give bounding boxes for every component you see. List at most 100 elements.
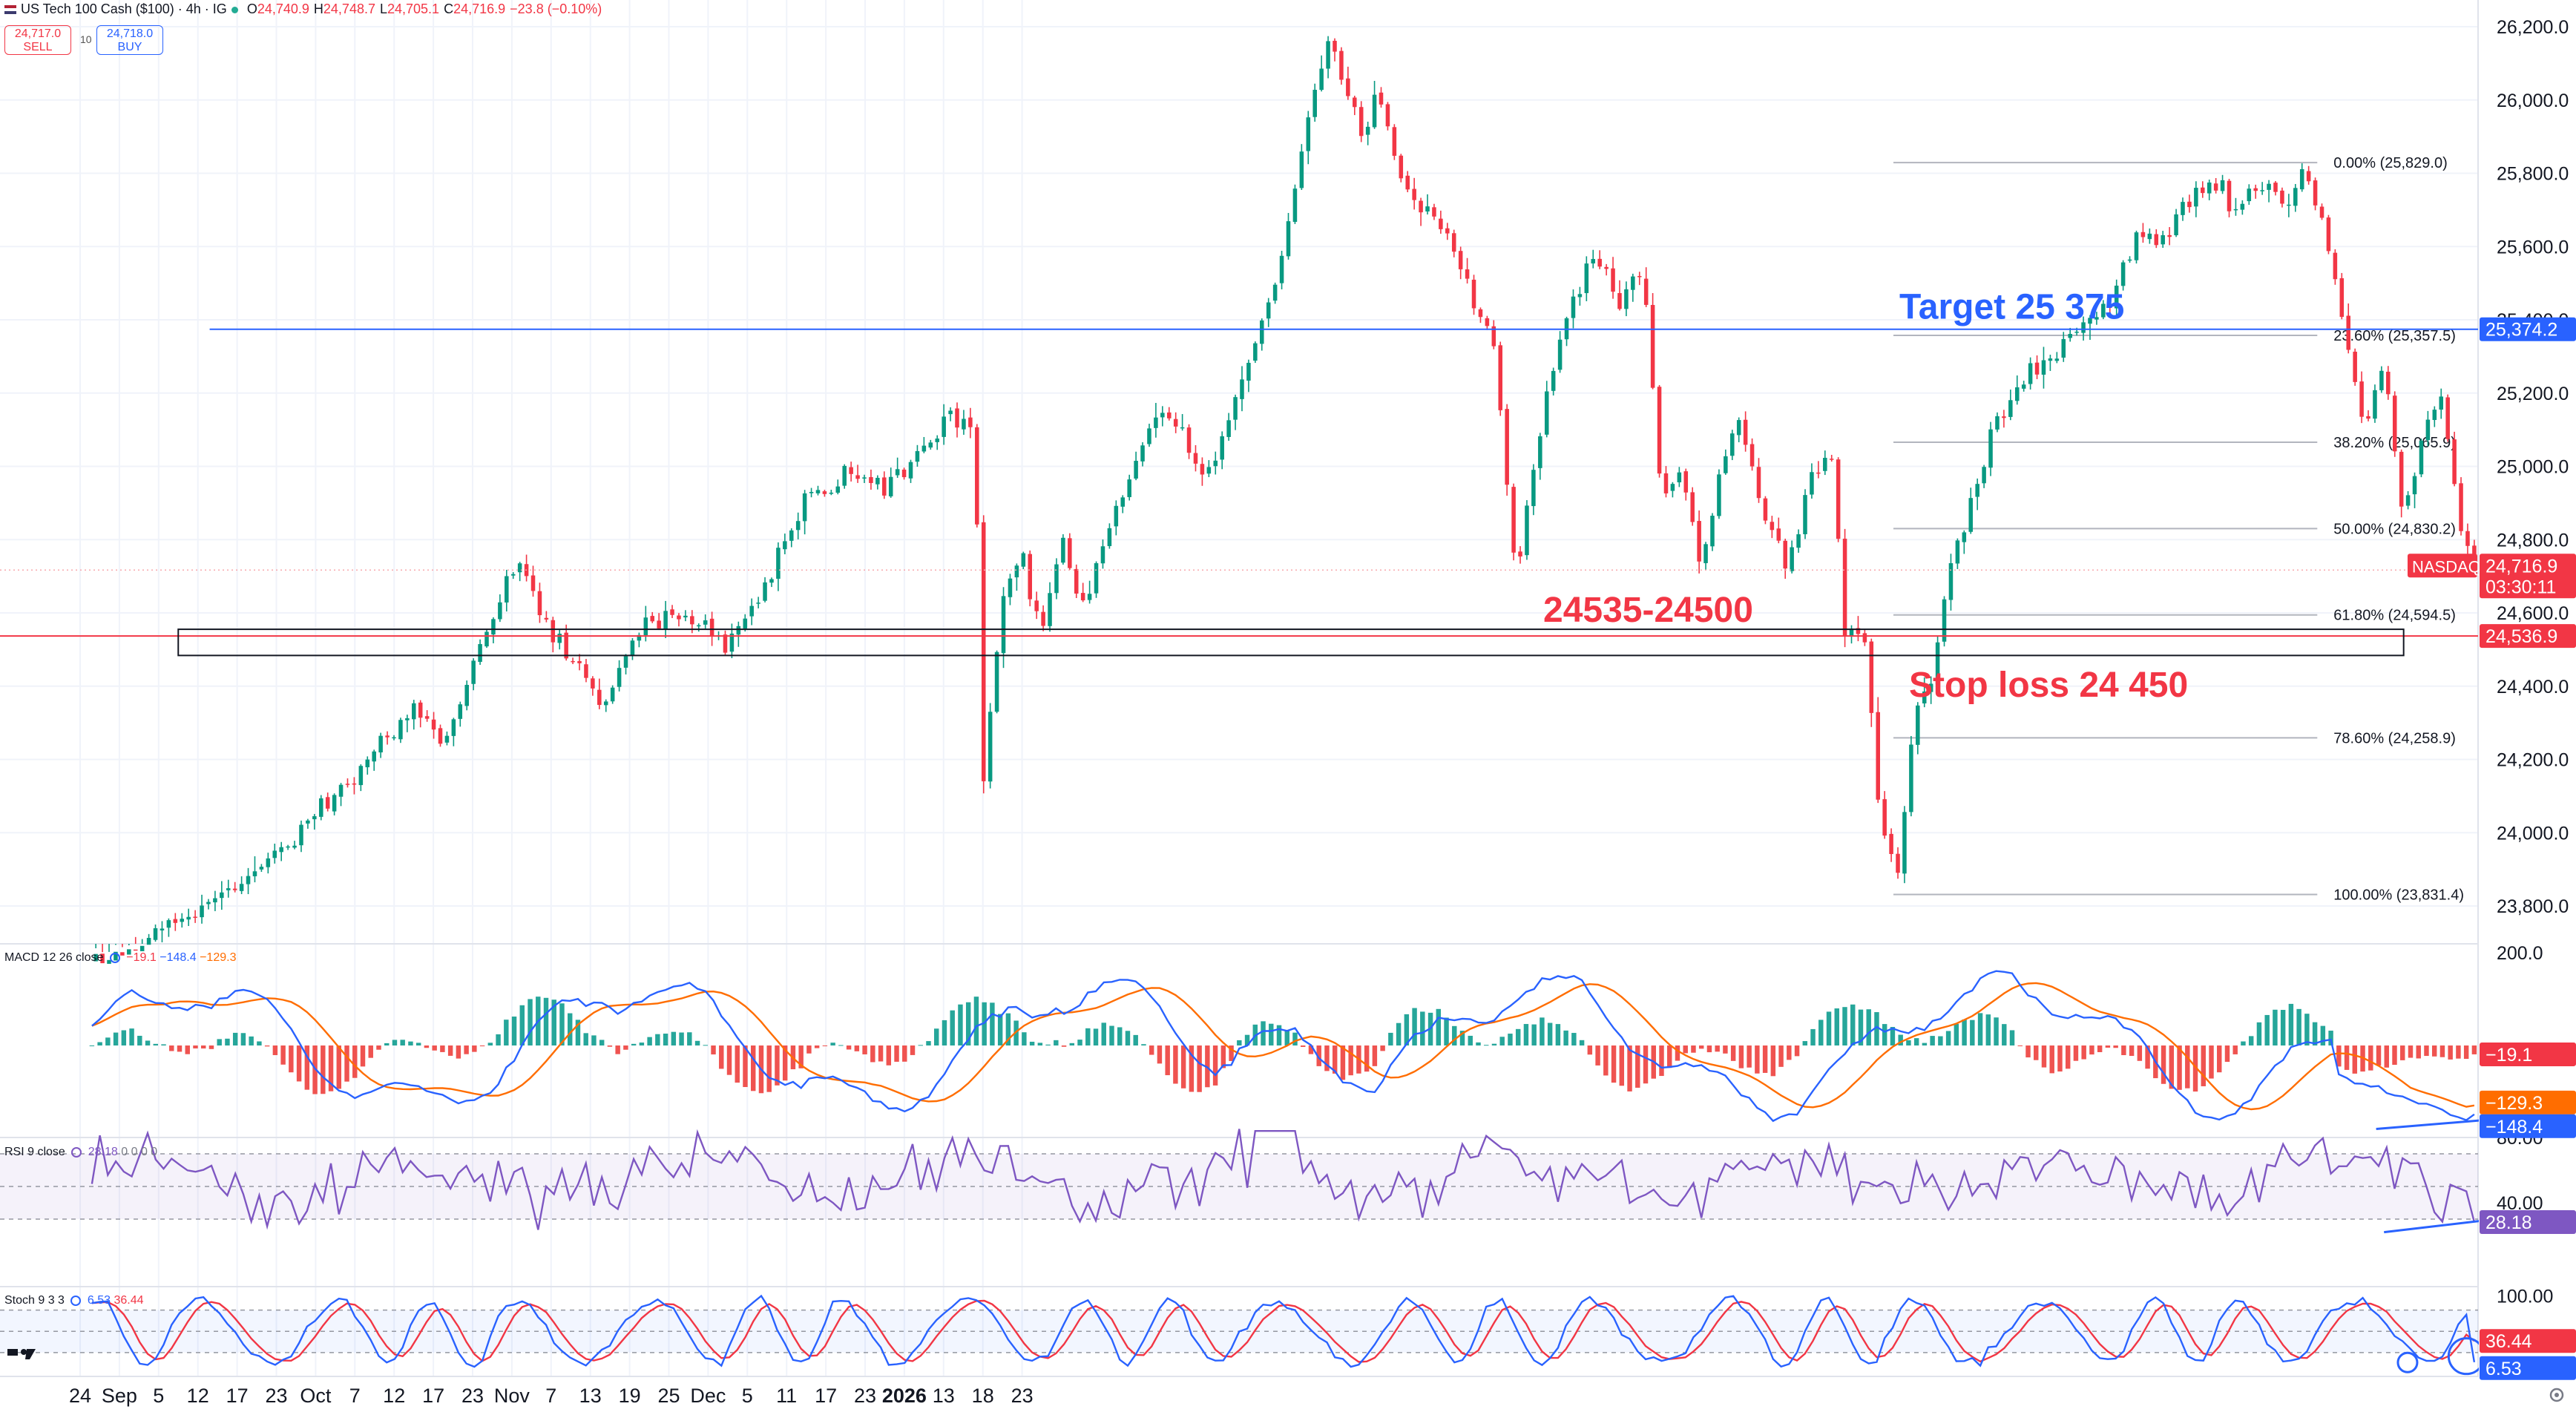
macd-histogram-bar xyxy=(368,1045,373,1058)
candle-body xyxy=(1353,97,1357,108)
macd-histogram-bar xyxy=(1284,1031,1289,1045)
candle-body xyxy=(1220,436,1224,460)
candle-body xyxy=(365,759,370,768)
sell-button[interactable]: 24,717.0 SELL xyxy=(4,25,71,55)
candle-body xyxy=(279,847,283,853)
candle-body xyxy=(1465,269,1470,279)
macd-legend[interactable]: MACD 12 26 close −19.1 −148.4 −129.3 xyxy=(4,951,236,965)
macd-histogram-bar xyxy=(2224,1045,2230,1063)
macd-histogram-bar xyxy=(2137,1045,2143,1061)
macd-signal-tag-box[interactable] xyxy=(2480,1090,2576,1114)
macd-histogram-bar xyxy=(559,1003,565,1045)
candle-body xyxy=(1405,175,1410,190)
candle-body xyxy=(1048,593,1052,626)
candle-body xyxy=(2412,476,2417,495)
macd-histogram-bar xyxy=(2456,1045,2461,1059)
macd-histogram-bar xyxy=(336,1045,342,1089)
candle-body xyxy=(2220,180,2225,191)
candle-body xyxy=(1935,642,1940,685)
candle-body xyxy=(246,876,251,884)
settings-gear-icon[interactable] xyxy=(2549,1388,2564,1402)
symbol-tag: NASDAQ xyxy=(2412,557,2481,576)
candle-body xyxy=(663,611,668,630)
highlight-circle[interactable] xyxy=(2396,1351,2419,1373)
macd-histogram-bar xyxy=(798,1045,804,1068)
candle-body xyxy=(1080,593,1085,601)
candle-body xyxy=(2392,395,2397,452)
target-price-tag-box[interactable] xyxy=(2480,317,2576,341)
candle-body xyxy=(1776,528,1781,541)
price-tick-label: 25,000.0 xyxy=(2497,457,2569,478)
symbol-title: US Tech 100 Cash ($100) · 4h · IG xyxy=(21,1,227,16)
last-price-tag-box[interactable] xyxy=(2480,554,2576,599)
macd-hist-tag-box[interactable] xyxy=(2480,1042,2576,1066)
candle-body xyxy=(2227,180,2232,211)
candle-body xyxy=(1842,539,1847,637)
macd-histogram-bar xyxy=(2431,1045,2437,1057)
candle-body xyxy=(1803,495,1807,534)
symbol-header[interactable]: US Tech 100 Cash ($100) · 4h · IG O24,740… xyxy=(4,1,602,17)
macd-histogram-bar xyxy=(1165,1045,1170,1076)
candle-body xyxy=(842,465,847,486)
macd-line-tag-box[interactable] xyxy=(2480,1114,2576,1138)
stoch-d-tag-box[interactable] xyxy=(2480,1329,2576,1353)
rsi-value-tag: 28.18 xyxy=(2485,1212,2532,1233)
candle-body xyxy=(2419,440,2424,475)
macd-histogram-bar xyxy=(623,1045,628,1050)
time-tick-label: 7 xyxy=(545,1385,556,1407)
candle-body xyxy=(981,522,986,781)
candle-body xyxy=(1140,445,1145,462)
rsi-value-4: 0 xyxy=(140,1146,148,1158)
candle-body xyxy=(968,417,973,427)
rsi-value-tag-box[interactable] xyxy=(2480,1210,2576,1235)
macd-histogram-bar xyxy=(2304,1014,2310,1045)
macd-histogram-bar xyxy=(1834,1008,1839,1045)
macd-histogram-bar xyxy=(2034,1045,2039,1060)
candle-body xyxy=(2379,370,2384,390)
stoch-k-tag-box[interactable] xyxy=(2480,1356,2576,1380)
support-zone-box[interactable] xyxy=(177,628,2405,657)
candle-body xyxy=(1166,412,1172,418)
candle-body xyxy=(107,959,111,964)
candle-body xyxy=(1226,420,1231,437)
candle-body xyxy=(1790,547,1794,571)
rsi-legend[interactable]: RSI 9 close 28.18 0 0 0 0 xyxy=(4,1146,157,1159)
candle-body xyxy=(2008,400,2013,417)
candle-body xyxy=(723,634,728,653)
macd-histogram-bar xyxy=(511,1017,517,1045)
macd-histogram-bar xyxy=(1061,1045,1067,1047)
candle-body xyxy=(1756,467,1761,499)
candle-body xyxy=(2021,384,2026,389)
candle-body xyxy=(2061,339,2066,358)
candle-body xyxy=(206,902,211,905)
symbol-tag-box[interactable] xyxy=(2408,554,2477,578)
candle-body xyxy=(1829,459,1834,460)
stoch-k-value: 6.53 xyxy=(87,1294,111,1307)
stoch-legend[interactable]: Stoch 9 3 3 6.53 36.44 xyxy=(4,1294,144,1307)
buy-button[interactable]: 24,718.0 BUY xyxy=(96,25,163,55)
macd-histogram-bar xyxy=(2264,1014,2270,1045)
candle-body xyxy=(405,718,410,720)
macd-histogram-bar xyxy=(2192,1045,2198,1092)
macd-histogram-bar xyxy=(1364,1045,1370,1072)
macd-histogram-bar xyxy=(694,1040,700,1045)
candle-body xyxy=(1379,92,1384,105)
macd-histogram-bar xyxy=(169,1045,174,1051)
candle-body xyxy=(2405,495,2411,506)
stop-price-tag-box[interactable] xyxy=(2480,624,2576,649)
fib-level-label: 23.60% (25,357.5) xyxy=(2333,328,2456,344)
eye-icon xyxy=(71,1146,82,1158)
time-tick-label: 5 xyxy=(742,1385,753,1407)
macd-histogram-bar xyxy=(775,1045,780,1086)
macd-histogram-bar xyxy=(1029,1041,1035,1045)
candle-body xyxy=(127,949,131,955)
candle-body xyxy=(1511,487,1516,553)
macd-histogram-bar xyxy=(2145,1045,2150,1069)
candle-body xyxy=(1631,276,1635,290)
candle-body xyxy=(93,953,98,962)
macd-histogram-bar xyxy=(878,1045,884,1062)
candle-body xyxy=(146,938,151,945)
candle-body xyxy=(193,916,197,918)
candle-body xyxy=(1186,427,1192,453)
